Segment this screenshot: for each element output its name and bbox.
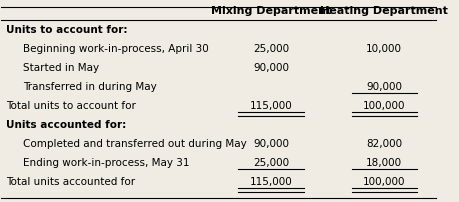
Text: 25,000: 25,000 bbox=[253, 44, 289, 54]
Text: Completed and transferred out during May: Completed and transferred out during May bbox=[23, 139, 247, 149]
Text: Units to account for:: Units to account for: bbox=[6, 25, 127, 35]
Text: Units accounted for:: Units accounted for: bbox=[6, 120, 126, 130]
Text: Beginning work-in-process, April 30: Beginning work-in-process, April 30 bbox=[23, 44, 209, 54]
Text: 100,000: 100,000 bbox=[363, 177, 405, 187]
Text: Heating Department: Heating Department bbox=[320, 6, 448, 16]
Text: Total units to account for: Total units to account for bbox=[6, 101, 135, 111]
Text: 115,000: 115,000 bbox=[250, 177, 292, 187]
Text: Ending work-in-process, May 31: Ending work-in-process, May 31 bbox=[23, 158, 190, 168]
Text: 90,000: 90,000 bbox=[366, 82, 402, 92]
Text: Total units accounted for: Total units accounted for bbox=[6, 177, 135, 187]
Text: 100,000: 100,000 bbox=[363, 101, 405, 111]
Text: 90,000: 90,000 bbox=[253, 63, 289, 73]
Text: 90,000: 90,000 bbox=[253, 139, 289, 149]
Text: 10,000: 10,000 bbox=[366, 44, 402, 54]
Text: 115,000: 115,000 bbox=[250, 101, 292, 111]
Text: 82,000: 82,000 bbox=[366, 139, 402, 149]
Text: Mixing Department: Mixing Department bbox=[211, 6, 331, 16]
Text: 25,000: 25,000 bbox=[253, 158, 289, 168]
Text: Started in May: Started in May bbox=[23, 63, 99, 73]
Text: Transferred in during May: Transferred in during May bbox=[23, 82, 157, 92]
Text: 18,000: 18,000 bbox=[366, 158, 402, 168]
